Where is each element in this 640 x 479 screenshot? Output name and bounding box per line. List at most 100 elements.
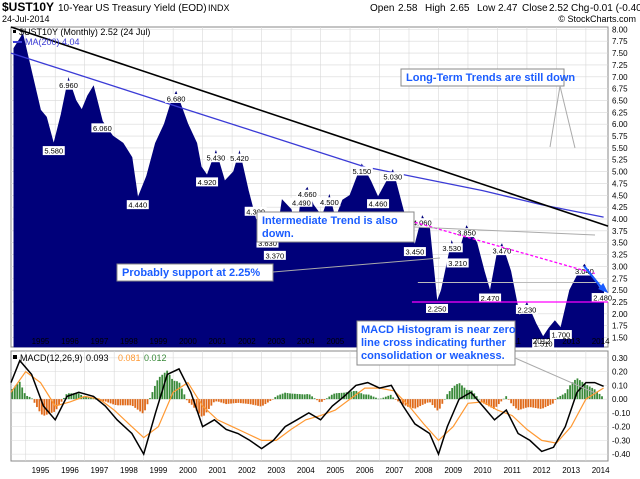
macd-histogram-bar [321, 399, 323, 402]
macd-histogram-bar [102, 399, 105, 402]
macd-histogram-bar [389, 394, 392, 400]
macd-histogram-bar [345, 392, 348, 400]
series-legend-text: $UST10Y (Monthly) 2.52 (24 Jul) [19, 27, 150, 37]
macd-x-tick: 1996 [61, 466, 79, 475]
data-label-bg [440, 243, 463, 253]
annotation-text: Long-Term Trends are still down [406, 72, 575, 84]
macd-histogram-bar [375, 397, 377, 400]
macd-x-tick: 2009 [444, 466, 462, 475]
high-value: 2.65 [450, 3, 470, 14]
macd-histogram-bar [360, 393, 363, 400]
macd-histogram-bar [70, 393, 73, 400]
annotation-box [400, 68, 565, 87]
macd-histogram-bar [80, 394, 83, 400]
macd-histogram-bar [274, 397, 277, 400]
macd-histogram-bar [271, 399, 274, 400]
price-y-tick: 7.25 [612, 61, 628, 70]
macd-histogram-bar [522, 399, 525, 409]
macd-histogram-bar [124, 399, 127, 406]
macd-histogram-bar [311, 396, 314, 400]
macd-histogram-bar [109, 399, 112, 404]
data-label-bg [446, 258, 469, 268]
macd-histogram-bar [402, 399, 404, 405]
macd-histogram-bar [48, 399, 51, 414]
macd-histogram-bar [45, 399, 48, 415]
data-label: 3.470 [492, 247, 511, 256]
data-label: 4.060 [413, 219, 432, 228]
macd-x-tick: 2001 [208, 466, 226, 475]
data-label: 6.960 [59, 81, 78, 90]
macd-histogram-bar [190, 399, 193, 405]
macd-x-tick: 2012 [533, 466, 551, 475]
macd-histogram-bar [284, 392, 286, 400]
macd-histogram-bar [328, 396, 331, 400]
data-label: 3.210 [448, 259, 467, 268]
data-label: 3.450 [406, 248, 425, 257]
data-label: 6.680 [167, 94, 186, 103]
data-label: 4.920 [198, 178, 217, 187]
macd-histogram-bar [414, 399, 417, 409]
macd-histogram-bar [75, 393, 78, 400]
price-x-tick: 1995 [32, 337, 50, 346]
macd-histogram-bar [490, 399, 493, 408]
annotation-box [256, 211, 415, 243]
macd-histogram-bar [407, 399, 409, 407]
macd-histogram-bar [63, 397, 65, 400]
macd-histogram-bar [520, 399, 522, 410]
macd-histogram-bar [33, 399, 36, 403]
macd-line [10, 359, 604, 457]
macd-histogram-bar [257, 399, 259, 406]
price-x-tick: 2003 [267, 337, 285, 346]
macd-histogram-bar [266, 399, 269, 403]
macd-histogram-bar [149, 398, 151, 400]
data-label: 3.850 [457, 229, 476, 238]
macd-legend-signal: 0.081 [118, 353, 141, 363]
macd-histogram-bar [107, 399, 110, 403]
data-label-bg [403, 247, 426, 257]
macd-histogram-bar [581, 381, 584, 400]
macd-histogram-bar [215, 399, 218, 402]
macd-x-tick: 2007 [385, 466, 403, 475]
price-y-tick: 2.25 [612, 298, 628, 307]
macd-histogram-bar [505, 396, 508, 400]
macd-histogram-bar [429, 399, 431, 403]
macd-histogram-bar [397, 399, 399, 402]
data-label-bg [244, 206, 267, 216]
macd-histogram-bar [38, 399, 41, 412]
macd-histogram-bar [598, 393, 601, 400]
date-label: 24-Jul-2014 [2, 14, 50, 24]
symbol: $UST10Y [2, 0, 54, 14]
data-label-bg [290, 197, 313, 207]
macd-histogram-bar [443, 398, 446, 400]
price-y-tick: 2.00 [612, 310, 628, 319]
macd-histogram-bar [551, 399, 554, 404]
macd-y-tick: 0.00 [612, 395, 628, 404]
macd-histogram-bar [497, 399, 500, 405]
price-y-axis: 1.50 1.75 2.00 2.25 2.50 2.75 3.00 3.25 3.50 3.75… [612, 25, 628, 342]
price-x-tick: 1998 [120, 337, 138, 346]
macd-x-tick: 1995 [32, 466, 50, 475]
data-label-bg [165, 93, 188, 103]
macd-x-tick: 2000 [179, 466, 197, 475]
annotation-text: Probably support at 2.25% [122, 267, 260, 279]
price-y-tick: 2.50 [612, 286, 628, 295]
callout-lines [272, 85, 596, 394]
macd-histogram-bar [564, 393, 567, 400]
price-x-tick: 1999 [150, 337, 168, 346]
macd-histogram-bar [259, 399, 262, 407]
macd-histogram-bar [82, 396, 85, 400]
data-label: 4.460 [369, 200, 388, 209]
annotation-text-line3: consolidation or weakness. [361, 350, 505, 362]
macd-histogram-bar [434, 399, 436, 408]
macd-histogram-bar [515, 399, 517, 409]
macd-histogram-bar [141, 399, 144, 414]
macd-histogram-bar [352, 391, 355, 400]
macd-histogram-bar [28, 396, 31, 400]
macd-histogram-bar [591, 387, 594, 400]
macd-histogram-bar [198, 399, 200, 414]
macd-histogram-bar [296, 393, 299, 400]
macd-histogram-bar [458, 383, 461, 400]
macd-histogram-bar [365, 394, 368, 400]
macd-histogram-bar [40, 399, 43, 415]
macd-legend-hist: 0.012 [144, 353, 167, 363]
